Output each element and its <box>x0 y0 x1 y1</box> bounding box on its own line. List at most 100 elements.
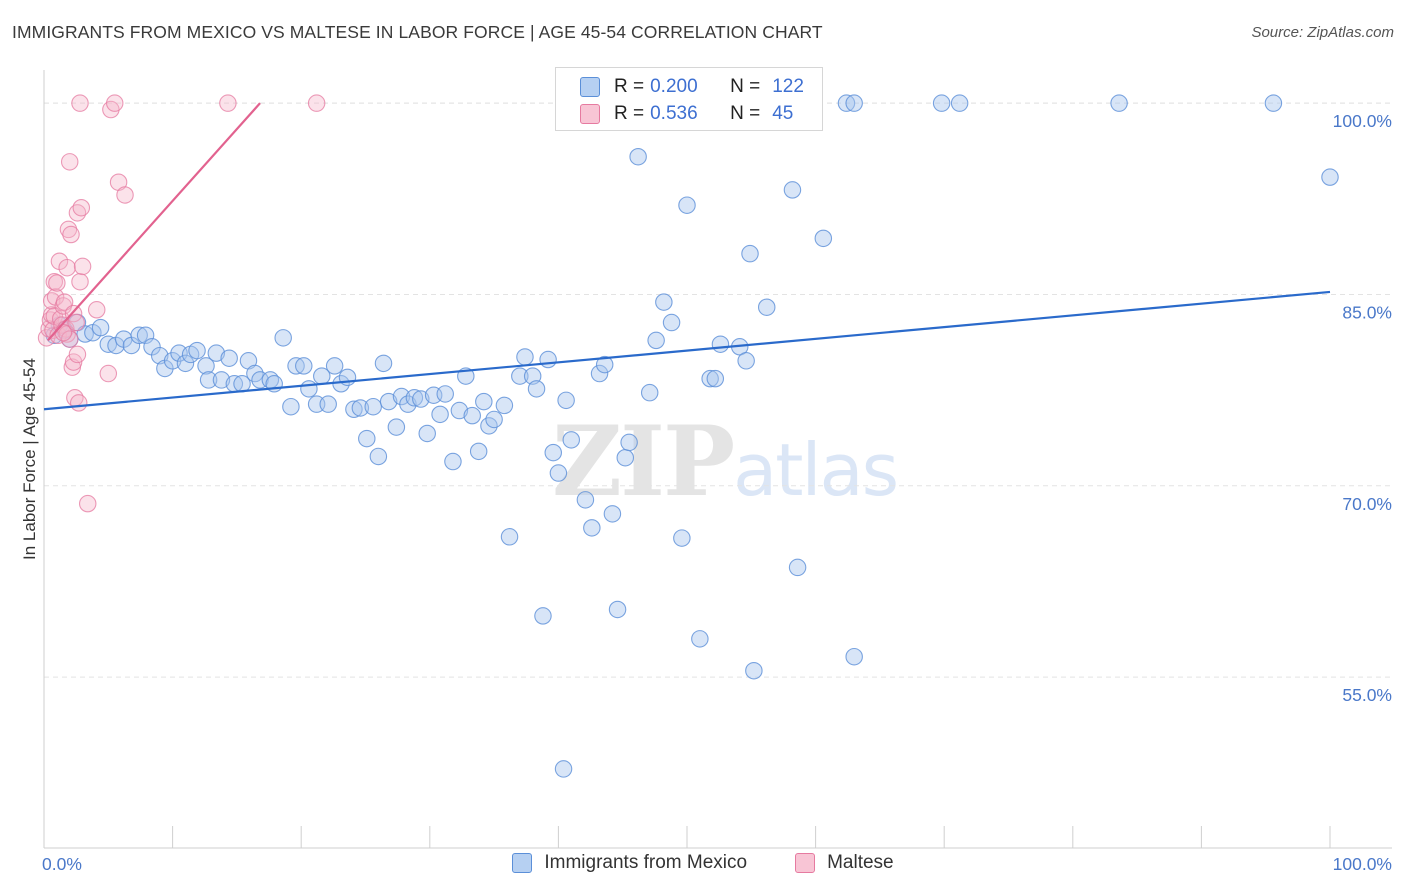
data-point-maltese <box>68 345 87 364</box>
trend-lines <box>43 102 1331 411</box>
data-point-mexico <box>431 405 449 424</box>
legend-r-value: 0.200 <box>650 76 698 97</box>
legend-r-value: 0.536 <box>650 103 698 124</box>
legend-swatch-pink <box>795 853 816 873</box>
data-point-mexico <box>463 406 481 425</box>
data-point-mexico <box>539 350 557 369</box>
data-point-maltese <box>87 301 106 319</box>
data-point-maltese <box>99 364 118 383</box>
data-point-mexico <box>364 397 382 416</box>
legend-swatch-blue <box>580 77 600 97</box>
axes <box>43 70 1392 849</box>
data-point-maltese <box>60 153 79 171</box>
data-point-mexico <box>590 364 609 383</box>
data-point-mexico <box>176 354 195 373</box>
data-point-mexico <box>534 607 552 625</box>
data-point-mexico <box>608 600 627 619</box>
data-point-mexico <box>678 196 696 214</box>
data-point-mexico <box>516 348 534 366</box>
data-point-mexico <box>1264 94 1283 112</box>
y-tick-label: 55.0% <box>1342 685 1392 705</box>
data-point-mexico <box>282 397 300 416</box>
data-point-mexico <box>554 760 573 778</box>
series-immigrants-from-mexico <box>45 94 1339 778</box>
data-point-mexico <box>711 335 730 353</box>
legend-n-value: 122 <box>772 76 804 97</box>
data-point-mexico <box>616 448 635 467</box>
data-point-maltese <box>307 94 326 112</box>
data-point-mexico <box>576 491 595 509</box>
data-point-mexico <box>745 661 763 680</box>
data-point-mexico <box>557 391 575 410</box>
data-point-mexico <box>379 392 398 411</box>
legend-item-mexico[interactable]: Immigrants from Mexico <box>512 852 747 874</box>
data-point-mexico <box>701 369 719 388</box>
y-tick-label: 70.0% <box>1342 494 1392 514</box>
legend-swatch-pink <box>580 104 600 124</box>
data-point-mexico <box>950 94 969 112</box>
data-point-mexico <box>251 371 269 389</box>
y-tick-label: 100.0% <box>1333 111 1392 131</box>
data-point-mexico <box>691 630 709 648</box>
data-point-mexico <box>300 380 318 398</box>
data-point-mexico <box>932 94 951 112</box>
data-point-mexico <box>295 357 313 375</box>
data-point-mexico <box>469 442 488 461</box>
legend-label-maltese: Maltese <box>827 852 894 873</box>
data-point-mexico <box>444 452 462 471</box>
trendline-mexico <box>43 290 1331 411</box>
legend-row-maltese: R = 0.536 N = 45 <box>580 101 793 127</box>
data-point-mexico <box>527 380 546 398</box>
x-tick-label-min: 0.0% <box>42 854 82 874</box>
data-point-mexico <box>220 349 238 367</box>
x-tick-label-max: 100.0% <box>1333 854 1392 874</box>
legend-label-mexico: Immigrants from Mexico <box>544 852 748 873</box>
data-point-maltese <box>116 186 134 204</box>
data-point-maltese <box>219 94 237 112</box>
data-point-mexico <box>603 505 622 523</box>
data-point-mexico <box>783 181 802 199</box>
data-point-mexico <box>583 519 601 537</box>
data-point-mexico <box>197 357 215 375</box>
data-point-mexico <box>199 371 218 389</box>
data-point-maltese <box>71 94 89 112</box>
legend-r-label: R = <box>614 76 645 97</box>
data-point-mexico <box>549 464 568 482</box>
data-point-mexico <box>647 331 665 350</box>
data-point-maltese <box>62 225 80 244</box>
data-point-mexico <box>485 410 503 429</box>
data-point-mexico <box>845 94 863 112</box>
data-point-maltese <box>67 313 85 332</box>
legend-n-value: 45 <box>772 103 794 124</box>
data-point-mexico <box>544 443 563 462</box>
data-point-mexico <box>655 293 673 311</box>
data-point-mexico <box>495 396 514 415</box>
data-point-mexico <box>412 390 430 408</box>
legend-r-label: R = <box>614 103 645 124</box>
data-point-mexico <box>845 647 863 666</box>
data-point-mexico <box>595 355 614 374</box>
source-label: Source: ZipAtlas.com <box>1251 24 1394 41</box>
data-point-mexico <box>387 418 406 436</box>
data-point-mexico <box>500 528 519 546</box>
data-point-mexico <box>207 344 226 362</box>
data-point-mexico <box>319 395 337 413</box>
data-point-mexico <box>351 399 370 417</box>
data-point-maltese <box>58 258 76 277</box>
data-point-maltese <box>54 323 73 342</box>
data-point-mexico <box>814 229 833 248</box>
data-point-mexico <box>436 385 454 403</box>
data-point-mexico <box>620 433 638 452</box>
trendline-maltese <box>47 102 261 342</box>
data-point-maltese <box>78 494 97 513</box>
legend-row-mexico: R = 0.200 N = 122 <box>580 74 804 100</box>
legend-n-label: N = <box>730 76 761 97</box>
data-point-mexico <box>369 447 388 466</box>
legend-item-maltese[interactable]: Maltese <box>795 852 894 874</box>
data-point-mexico <box>274 329 292 347</box>
legend-n-label: N = <box>730 103 761 124</box>
data-point-mexico <box>757 298 776 316</box>
data-point-mexico <box>741 244 759 263</box>
chart-title: IMMIGRANTS FROM MEXICO VS MALTESE IN LAB… <box>12 22 823 42</box>
data-point-mexico <box>1110 94 1128 112</box>
